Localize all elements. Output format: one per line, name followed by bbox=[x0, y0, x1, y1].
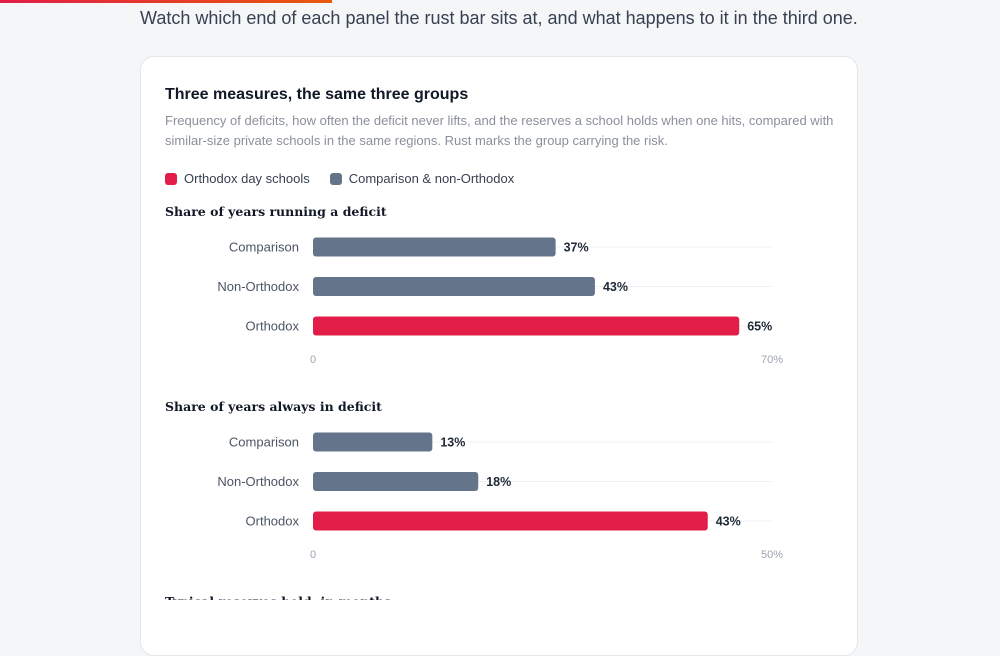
intro-text: Watch which end of each panel the rust b… bbox=[140, 8, 858, 28]
panel-2-value-label: 13% bbox=[440, 436, 465, 450]
bar-chart-panels: Share of years running a deficit Comparis… bbox=[165, 204, 783, 600]
panel-2-value-label: 43% bbox=[716, 515, 741, 529]
panel-1-bar-orthodox bbox=[313, 316, 740, 336]
top-accent-bar bbox=[0, 0, 332, 3]
panel-1-value-label: 43% bbox=[603, 280, 628, 294]
panel-1-value-label: 65% bbox=[747, 320, 772, 334]
panel-1-value-label: 37% bbox=[564, 241, 589, 255]
panel-1-category-label: Orthodox bbox=[246, 319, 300, 334]
panel-2-category-label: Orthodox bbox=[246, 514, 300, 529]
panel-1-bar-comparison bbox=[313, 237, 556, 257]
panel-1-category-label: Non-Orthodox bbox=[217, 279, 299, 294]
legend-swatch-orthodox bbox=[165, 172, 177, 185]
card-title: Three measures, the same three groups bbox=[165, 86, 469, 103]
panel-2-bar-orthodox bbox=[313, 511, 708, 531]
panel-2-tick-min: 0 bbox=[310, 549, 316, 561]
panel-1-tick-min: 0 bbox=[310, 354, 316, 366]
panel-2-value-label: 18% bbox=[486, 475, 511, 489]
legend-label-orthodox: Orthodox day schools bbox=[184, 171, 310, 186]
panel-1-category-label: Comparison bbox=[229, 240, 299, 255]
panel-2-category-label: Non-Orthodox bbox=[217, 474, 299, 489]
legend-item-comparison: Comparison & non-Orthodox bbox=[329, 171, 515, 186]
panel-1-title: Share of years running a deficit bbox=[165, 204, 387, 219]
legend-label-comparison: Comparison & non-Orthodox bbox=[348, 171, 515, 186]
chart-card: Three measures, the same three groups Fr… bbox=[140, 56, 858, 656]
legend-swatch-comparison bbox=[329, 172, 342, 185]
panel-2-bar-non-orthodox bbox=[313, 472, 479, 491]
panel-1-tick-max: 70% bbox=[761, 354, 783, 366]
legend-item-orthodox: Orthodox day schools bbox=[165, 171, 310, 186]
panel-2-tick-max: 50% bbox=[761, 549, 783, 561]
legend: Orthodox day schools Comparison & non-Or… bbox=[165, 171, 514, 186]
panel-2-bar-comparison bbox=[313, 432, 433, 452]
panel-2-category-label: Comparison bbox=[229, 435, 299, 450]
panel-2-title: Share of years always in deficit bbox=[165, 399, 382, 414]
panel-3-title: Typical reserves held, in months bbox=[165, 594, 391, 600]
panel-1-bar-non-orthodox bbox=[313, 277, 595, 296]
card-subtitle: Frequency of deficits, how often the def… bbox=[165, 113, 834, 148]
